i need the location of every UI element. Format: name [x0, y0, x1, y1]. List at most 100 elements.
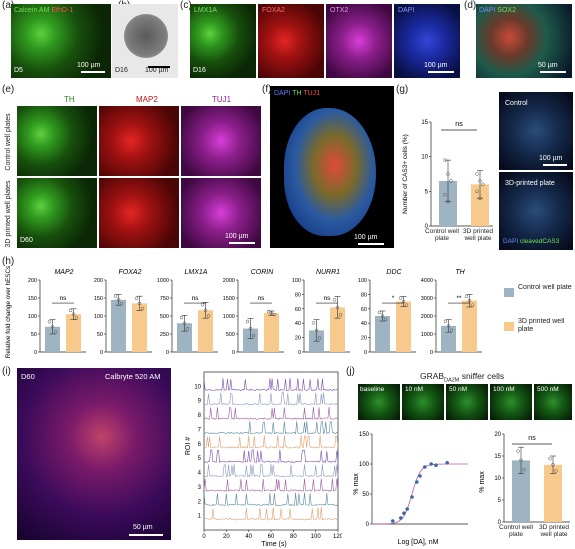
- mini-chart: CORIN 0 500 1000 1500 2000 ns: [223, 269, 284, 356]
- scale-bar: [229, 242, 255, 244]
- roi-trace: [203, 449, 339, 464]
- y-tick-label: 80: [295, 292, 301, 298]
- stain-tuj1: TUJ1: [303, 90, 321, 97]
- bar: [198, 310, 213, 352]
- roi-trace: [203, 391, 339, 406]
- data-point: [332, 298, 337, 302]
- y-tick-label: 150: [28, 296, 37, 302]
- data-point: [113, 294, 118, 298]
- day-label: D16: [115, 67, 128, 74]
- panel-c-foxa2: FOXA2: [258, 4, 324, 78]
- data-point: [251, 333, 256, 338]
- category-label: 3D printed well plate: [539, 524, 569, 538]
- category-label: 3D printed well plate: [463, 228, 493, 242]
- data-point: [446, 324, 451, 328]
- y-tick-label: 500: [160, 314, 169, 320]
- mini-chart: LMX1A 0 250 500 750 1000 ns: [157, 269, 218, 356]
- data-point: [405, 507, 409, 511]
- y-tick-label: 6: [198, 442, 202, 448]
- scale-label: 50 µm: [538, 62, 558, 69]
- legend-label: Control well plate: [518, 284, 572, 291]
- x-tick-label: 120: [333, 534, 342, 540]
- data-point: [443, 319, 448, 324]
- data-point: [185, 326, 190, 331]
- gene-label: LMX1A: [185, 269, 208, 276]
- scale-bar: [81, 71, 105, 73]
- legend-label: 3D printed well plate: [518, 318, 565, 333]
- gene-label: FOXA2: [119, 269, 142, 276]
- data-point: [423, 465, 427, 469]
- y-tick-label: 200: [94, 278, 103, 284]
- panel-label-f: (f): [262, 84, 272, 95]
- sniffer-baseline: baseline: [358, 384, 400, 420]
- chart-i: ROI # 0 20 40 60 80 100 120 1 2 3 4 5 6 7 8 9 10 Time (s…: [185, 371, 342, 548]
- marker-map2: MAP2: [136, 95, 158, 104]
- stain-dapi: DAPI: [479, 7, 496, 14]
- y-tick-label: 8: [198, 413, 202, 419]
- y-tick-label: 0: [100, 350, 103, 356]
- data-point: [554, 469, 558, 473]
- x-tick-label: 60: [268, 534, 275, 540]
- day-label: D5: [14, 67, 23, 74]
- sig-label: ns: [455, 121, 463, 128]
- scale-bar: [540, 71, 566, 73]
- panel-d-image: DAPI SOX2 50 µm: [476, 4, 572, 78]
- y-tick-label: 15: [494, 454, 501, 460]
- y-tick-label: 2000: [223, 278, 235, 284]
- bar: [544, 464, 562, 522]
- data-point: [429, 462, 433, 466]
- y-tick-label: 0: [298, 350, 301, 356]
- legend-swatch-3d: [504, 322, 514, 331]
- y-tick-label: 4000: [421, 278, 433, 284]
- data-point: [404, 303, 409, 307]
- data-point: [134, 296, 139, 301]
- sniffer-100nm: 100 nM: [490, 384, 532, 420]
- stain-dapi: DAPI: [274, 90, 291, 97]
- data-point: [200, 302, 205, 307]
- data-point: [443, 158, 447, 162]
- y-tick-label: 3: [198, 485, 202, 491]
- scale-bar: [543, 164, 567, 166]
- sniffer-50nm: 50 nM: [446, 384, 488, 420]
- y-tick-label: 40: [361, 321, 367, 327]
- sniffer-title: GRABDA2M sniffer cells: [420, 371, 505, 384]
- data-point: [338, 313, 343, 317]
- panel-label-a: (a): [2, 0, 15, 11]
- row-label-3d: 3D printed well plates: [5, 180, 12, 248]
- y-tick-label: 100: [359, 462, 370, 468]
- mini-chart: DDC 0 20 40 60 80 100 *: [358, 269, 416, 356]
- y-tick-label: 100: [358, 278, 367, 284]
- data-point: [522, 467, 526, 472]
- sniffer-500nm: 500 nM: [534, 384, 572, 420]
- panel-label-c: (c): [180, 0, 192, 11]
- bar: [462, 300, 477, 352]
- panel-label-e: (e): [2, 84, 15, 95]
- data-point: [519, 458, 523, 463]
- gene-label: DDC: [386, 269, 402, 276]
- data-point: [179, 315, 184, 320]
- x-tick-label: 40: [245, 534, 252, 540]
- day-label: D60: [20, 237, 33, 244]
- y-tick-label: 10: [194, 384, 201, 390]
- scale-label: 100 µm: [539, 155, 563, 162]
- dye-label: Calbryte 520 AM: [105, 372, 161, 381]
- y-tick-label: 40: [295, 321, 301, 327]
- data-point: [475, 172, 479, 176]
- chart-j-bar: % max 0 5 10 15 20 ns Control well plate 3D …: [479, 432, 570, 538]
- y-axis-label: % max: [479, 471, 486, 493]
- panel-c-lmx1a: LMX1A D16: [190, 4, 256, 78]
- scale-bar: [358, 243, 384, 245]
- roi-trace: [203, 435, 339, 449]
- y-tick-label: 1: [198, 514, 202, 520]
- y-tick-label: 15: [421, 120, 428, 126]
- roi-trace: [203, 406, 339, 420]
- data-point: [410, 495, 414, 499]
- x-tick-label: 80: [290, 534, 297, 540]
- bar: [471, 184, 489, 226]
- data-point: [383, 317, 388, 322]
- stain-th: TH: [292, 90, 302, 97]
- panel-b-image: D16 100 µm: [112, 4, 178, 78]
- y-tick-label: 100: [94, 314, 103, 320]
- data-point: [446, 199, 450, 204]
- y-tick-label: 7: [198, 427, 202, 433]
